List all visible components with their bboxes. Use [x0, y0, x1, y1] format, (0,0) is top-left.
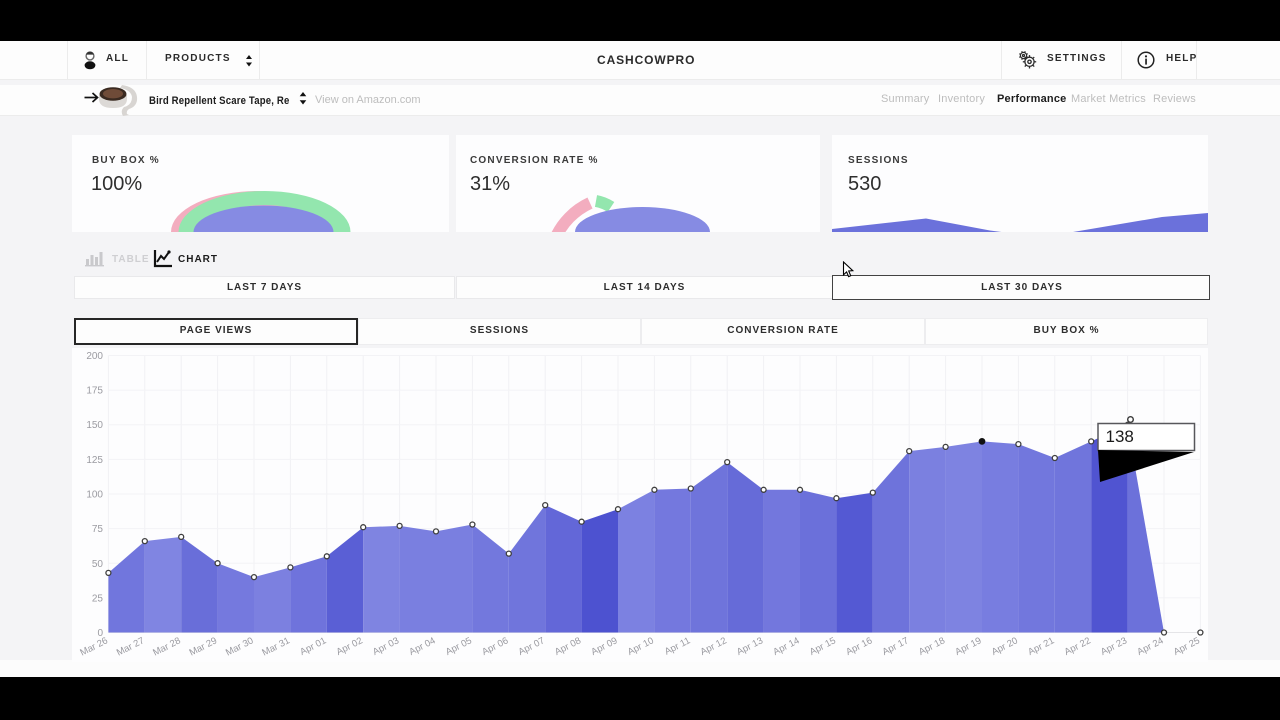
svg-text:Apr 16: Apr 16 [844, 635, 874, 658]
svg-text:125: 125 [86, 455, 103, 466]
svg-text:Apr 17: Apr 17 [881, 635, 911, 658]
svg-text:50: 50 [92, 559, 104, 570]
svg-text:Apr 08: Apr 08 [553, 635, 583, 658]
svg-text:Apr 13: Apr 13 [735, 635, 765, 658]
svg-text:75: 75 [92, 524, 104, 535]
svg-text:Apr 23: Apr 23 [1099, 635, 1129, 658]
svg-text:Apr 18: Apr 18 [917, 635, 947, 658]
svg-text:Apr 15: Apr 15 [808, 635, 838, 658]
svg-text:Mar 30: Mar 30 [224, 635, 255, 658]
svg-text:Apr 06: Apr 06 [480, 635, 510, 658]
svg-text:Apr 09: Apr 09 [589, 635, 619, 658]
svg-text:Apr 24: Apr 24 [1135, 635, 1165, 658]
svg-text:Mar 31: Mar 31 [260, 635, 291, 658]
svg-text:25: 25 [92, 593, 104, 604]
svg-text:0: 0 [97, 628, 103, 639]
svg-text:Apr 02: Apr 02 [335, 635, 365, 658]
svg-text:Apr 25: Apr 25 [1172, 635, 1202, 658]
svg-text:Mar 29: Mar 29 [188, 635, 219, 658]
svg-text:Apr 10: Apr 10 [626, 635, 656, 658]
svg-text:Apr 19: Apr 19 [953, 635, 983, 658]
svg-text:Apr 22: Apr 22 [1063, 635, 1093, 658]
svg-text:Apr 03: Apr 03 [371, 635, 401, 658]
svg-text:Apr 01: Apr 01 [298, 635, 328, 658]
svg-text:Apr 04: Apr 04 [407, 635, 437, 658]
svg-text:138: 138 [1106, 427, 1134, 446]
svg-text:Apr 12: Apr 12 [699, 635, 729, 658]
svg-text:Mar 27: Mar 27 [115, 635, 146, 658]
svg-text:Apr 14: Apr 14 [771, 635, 801, 658]
svg-text:Apr 21: Apr 21 [1026, 635, 1056, 658]
svg-text:200: 200 [86, 351, 103, 362]
svg-text:Mar 26: Mar 26 [78, 635, 109, 658]
svg-text:Apr 11: Apr 11 [663, 635, 692, 657]
svg-text:Apr 07: Apr 07 [517, 635, 547, 658]
svg-text:Apr 05: Apr 05 [444, 635, 474, 658]
svg-text:175: 175 [86, 386, 103, 397]
svg-text:Mar 28: Mar 28 [151, 635, 182, 658]
svg-text:Apr 20: Apr 20 [990, 635, 1020, 658]
svg-text:150: 150 [86, 420, 103, 431]
svg-text:100: 100 [86, 490, 103, 501]
